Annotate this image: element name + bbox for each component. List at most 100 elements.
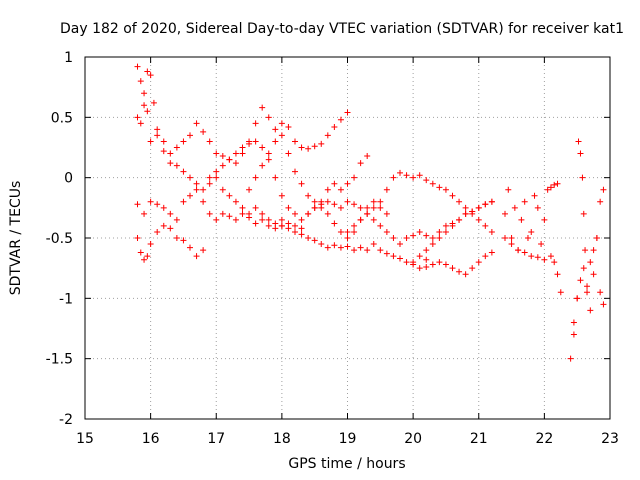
data-point [528, 253, 535, 260]
data-point [534, 204, 541, 211]
data-point [547, 184, 554, 191]
data-point [482, 201, 489, 208]
data-point [587, 259, 594, 266]
x-axis-label: GPS time / hours [288, 456, 405, 472]
data-point [180, 198, 187, 205]
series-s11 [502, 180, 561, 254]
series-s5 [206, 138, 371, 223]
data-point [593, 235, 600, 241]
data-point [193, 120, 200, 127]
data-point [364, 152, 371, 159]
data-point [475, 216, 482, 223]
data-point [167, 160, 174, 167]
data-point [187, 132, 193, 139]
data-point [436, 235, 443, 241]
x-tick-label: 20 [404, 431, 422, 447]
data-point [544, 186, 551, 193]
data-point [377, 222, 384, 229]
data-point [442, 222, 449, 229]
data-point [423, 177, 430, 184]
data-point [331, 123, 338, 130]
y-axis-label: SDTVAR / TECUs [8, 181, 24, 296]
series-s13 [567, 138, 607, 362]
data-point [292, 228, 298, 235]
data-point [259, 216, 266, 223]
data-point [551, 181, 558, 188]
data-point [259, 144, 266, 151]
y-tick-label: -0.5 [46, 231, 73, 247]
data-point [278, 216, 285, 223]
data-point [416, 253, 423, 260]
data-point [311, 204, 318, 211]
data-point [524, 235, 531, 241]
data-point [154, 126, 161, 133]
data-point [547, 253, 554, 260]
data-point [252, 204, 259, 211]
data-point [337, 228, 344, 235]
data-point [147, 72, 154, 79]
data-point [508, 241, 515, 248]
data-point [134, 201, 141, 208]
data-point [390, 253, 397, 260]
data-point [219, 210, 226, 217]
data-point [213, 168, 220, 175]
data-point [521, 198, 528, 205]
data-point [160, 148, 167, 155]
data-point [298, 180, 305, 187]
data-point [206, 138, 213, 145]
data-point [246, 186, 253, 193]
data-point [141, 210, 148, 217]
y-tick-label: 0.5 [51, 110, 73, 126]
data-point [390, 235, 397, 241]
data-point [252, 174, 259, 181]
series-s10 [410, 249, 495, 278]
data-point [584, 283, 591, 290]
data-point [324, 210, 331, 217]
data-point [292, 138, 298, 145]
data-point [232, 150, 239, 157]
data-point [521, 249, 528, 256]
data-point [551, 259, 558, 266]
data-point [423, 256, 430, 263]
data-point [554, 180, 561, 187]
data-point [462, 271, 469, 278]
data-point [265, 216, 272, 223]
series-s14 [570, 235, 607, 326]
data-point [213, 174, 220, 181]
data-point [357, 160, 364, 167]
data-point [482, 253, 489, 260]
data-point [298, 225, 305, 232]
data-point [239, 150, 246, 157]
data-point [137, 249, 144, 256]
data-point [318, 201, 325, 208]
data-point [344, 180, 351, 187]
data-point [508, 235, 515, 241]
data-point [364, 247, 371, 254]
data-point [344, 243, 351, 250]
y-tick-label: 1 [64, 50, 73, 66]
data-point [397, 255, 403, 262]
data-point [597, 198, 604, 205]
data-point [351, 201, 358, 208]
x-tick-label: 18 [273, 431, 291, 447]
x-tick-labels: 15 16 17 18 19 20 21 22 23 [76, 431, 619, 447]
data-point [337, 244, 344, 251]
data-point [370, 198, 377, 205]
data-point [134, 63, 141, 70]
data-point [226, 213, 233, 220]
data-point [206, 180, 213, 187]
data-point [246, 214, 253, 221]
data-point [534, 254, 541, 261]
data-point [324, 198, 331, 205]
data-point [206, 174, 213, 181]
data-point [160, 138, 167, 145]
data-point [180, 168, 187, 175]
series-s12 [502, 235, 564, 296]
data-point [357, 216, 364, 223]
data-point [337, 186, 344, 193]
data-point [167, 150, 174, 157]
data-point [584, 289, 591, 296]
data-point [147, 198, 154, 205]
data-point [324, 186, 331, 193]
data-point [331, 220, 338, 227]
